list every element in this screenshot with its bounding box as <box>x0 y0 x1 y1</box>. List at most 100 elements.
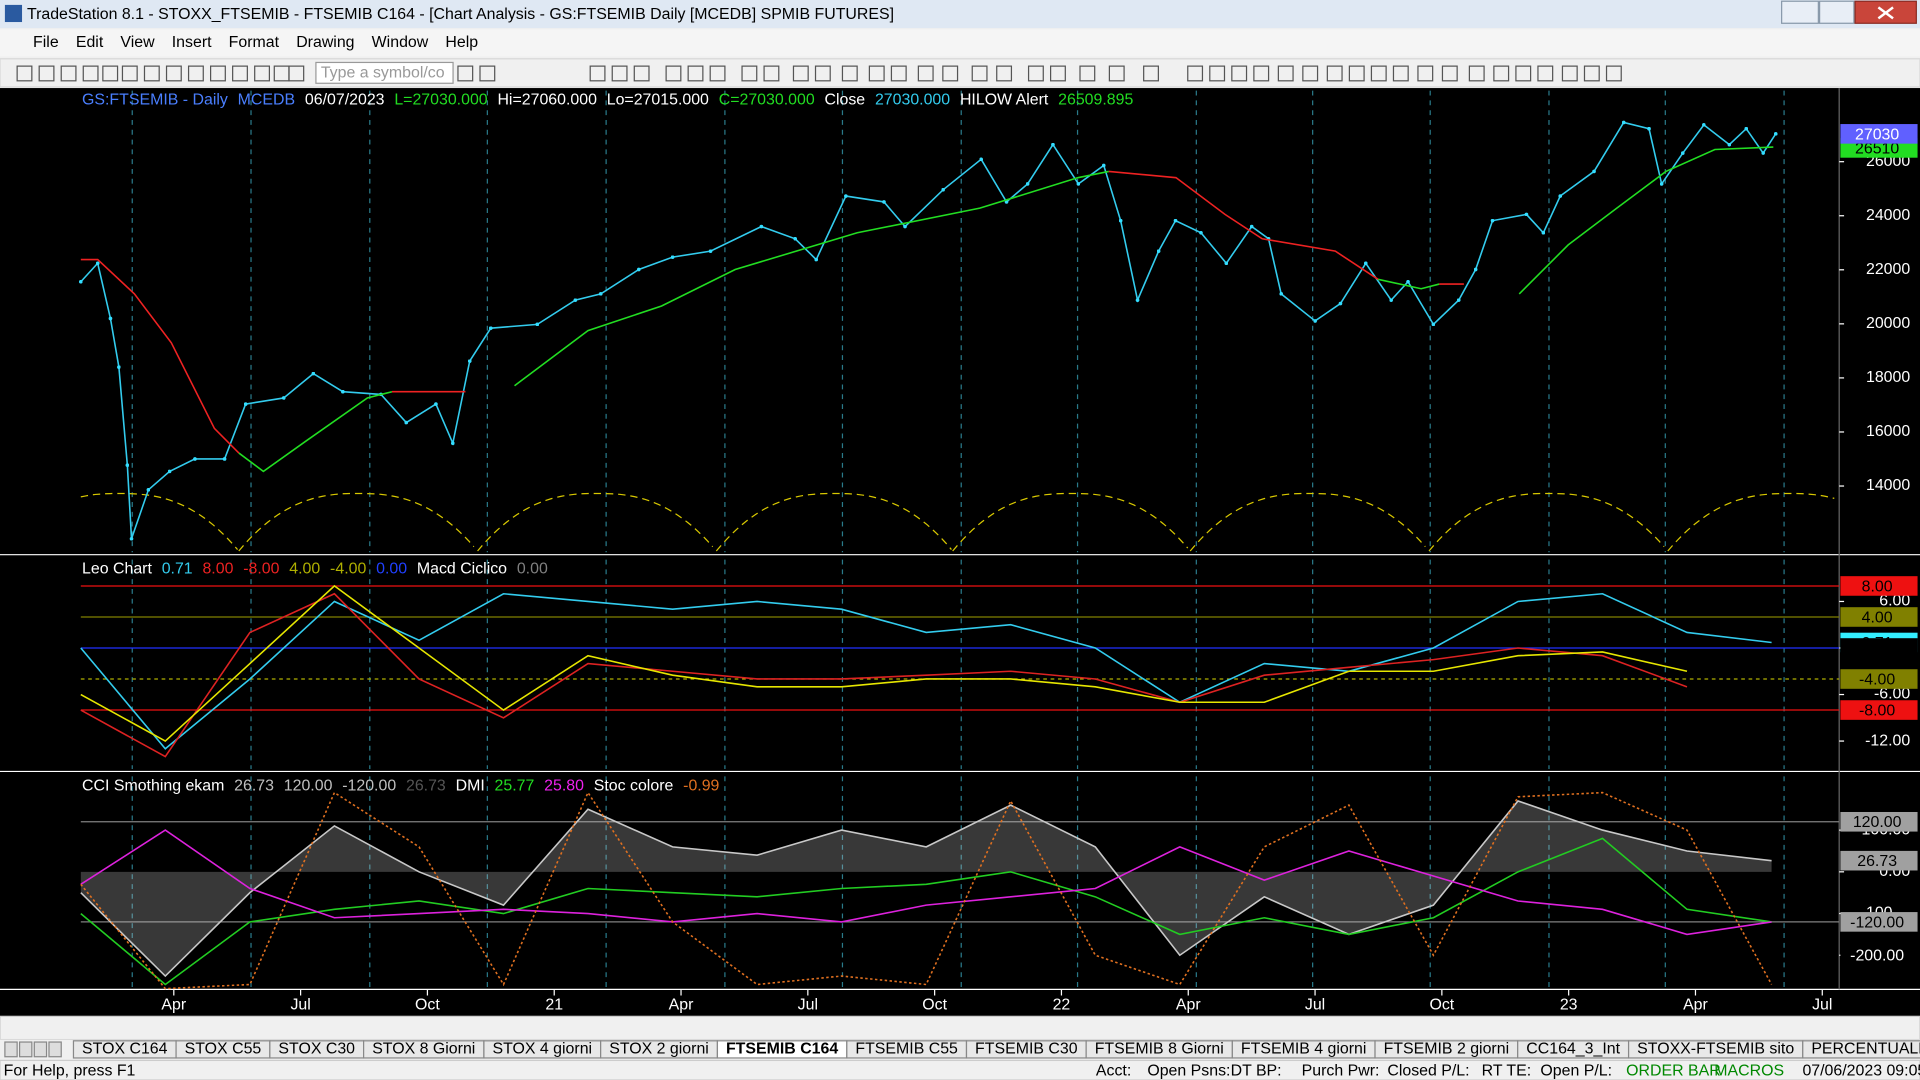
toolbar-icon[interactable] <box>1277 65 1294 82</box>
y-tick-label: -6.00 <box>1874 686 1910 703</box>
menu-item[interactable]: Insert <box>172 34 212 51</box>
toolbar-icon[interactable] <box>633 65 650 82</box>
toolbar-icon[interactable] <box>1515 65 1532 82</box>
menu-item[interactable]: View <box>120 34 155 51</box>
toolbar-icon[interactable] <box>971 65 988 82</box>
toolbar-icon[interactable] <box>143 65 160 82</box>
tab-label: FTSEMIB C164 <box>726 1041 838 1058</box>
toolbar-icon[interactable] <box>1050 65 1066 82</box>
toolbar-icon[interactable] <box>1326 65 1343 82</box>
tab-scroll[interactable] <box>48 1041 62 1058</box>
menu-item[interactable]: Edit <box>76 34 104 51</box>
toolbar-icon[interactable] <box>763 65 780 82</box>
panel-header: 0.00 <box>376 561 407 578</box>
toolbar-icon[interactable] <box>1253 65 1270 82</box>
value-marker <box>1840 912 1918 932</box>
menu-item[interactable]: Drawing <box>296 34 354 51</box>
value-marker <box>1840 607 1918 627</box>
status-field: ORDER BAR <box>1626 1063 1721 1080</box>
tab-scroll[interactable] <box>18 1041 33 1058</box>
toolbar-icon[interactable] <box>890 65 907 82</box>
toolbar-icon[interactable] <box>665 65 682 82</box>
tab[interactable] <box>1802 1040 1920 1059</box>
toolbar-icon[interactable] <box>1441 65 1458 82</box>
series-area <box>80 800 1772 977</box>
series-line <box>80 837 1772 986</box>
toolbar-icon[interactable] <box>741 65 758 82</box>
tab-label: FTSEMIB C30 <box>975 1041 1078 1058</box>
status-field: MACROS <box>1714 1063 1784 1080</box>
h-scrollbar[interactable] <box>0 1015 1920 1041</box>
tab-label: STOX 2 giorni <box>609 1041 709 1058</box>
toolbar-icon[interactable] <box>917 65 934 82</box>
toolbar-icon[interactable] <box>457 65 474 82</box>
toolbar-icon[interactable] <box>232 65 248 82</box>
series-line <box>80 170 1464 454</box>
menu-item[interactable]: Window <box>372 34 429 51</box>
toolbar-icon[interactable] <box>841 65 858 82</box>
toolbar-icon[interactable] <box>1348 65 1365 82</box>
toolbar-icon[interactable] <box>288 65 305 82</box>
toolbar-icon[interactable] <box>1493 65 1510 82</box>
status-help: For Help, press F1 <box>4 1063 136 1080</box>
toolbar-icon[interactable] <box>1231 65 1248 82</box>
panel-header: -4.00 <box>330 561 366 578</box>
status-bar <box>0 1059 1920 1080</box>
toolbar-icon[interactable] <box>254 65 270 82</box>
status-field: RT TE: <box>1482 1063 1532 1080</box>
toolbar-icon[interactable] <box>868 65 885 82</box>
menu-item[interactable]: File <box>33 34 59 51</box>
tab-scroll[interactable] <box>4 1041 18 1058</box>
value-marker-label: 27030 <box>1855 126 1899 143</box>
maximize-button[interactable] <box>1818 0 1855 24</box>
toolbar-icon[interactable] <box>1027 65 1044 82</box>
toolbar-icon[interactable] <box>16 65 33 82</box>
value-marker-label: 26.73 <box>1857 853 1897 870</box>
toolbar-icon[interactable] <box>996 65 1013 82</box>
toolbar-icon[interactable] <box>1302 65 1319 82</box>
toolbar-icon[interactable] <box>709 65 726 82</box>
toolbar-icon[interactable] <box>1605 65 1622 82</box>
toolbar-icon[interactable] <box>210 65 226 82</box>
toolbar-icon[interactable] <box>165 65 182 82</box>
toolbar-icon[interactable] <box>687 65 704 82</box>
toolbar-icon[interactable] <box>1209 65 1226 82</box>
panel-header: 06/07/2023 <box>305 92 385 109</box>
toolbar-icon[interactable] <box>1187 65 1204 82</box>
toolbar-icon[interactable] <box>82 65 99 82</box>
toolbar-icon[interactable] <box>1561 65 1578 82</box>
toolbar-icon[interactable] <box>1583 65 1600 82</box>
value-marker <box>1840 945 1918 966</box>
x-tick-label: Apr <box>1683 997 1708 1014</box>
panel-header: -0.99 <box>683 777 719 794</box>
toolbar-icon[interactable] <box>60 65 77 82</box>
toolbar-icon[interactable] <box>1392 65 1409 82</box>
panel-header: 25.77 <box>495 777 535 794</box>
symbol-placeholder: Type a symbol/co <box>321 65 445 82</box>
toolbar-icon[interactable] <box>814 65 831 82</box>
tab-label: STOX C30 <box>278 1041 355 1058</box>
toolbar-icon[interactable] <box>479 65 496 82</box>
toolbar-icon[interactable] <box>792 65 809 82</box>
tab-scroll[interactable] <box>33 1041 48 1058</box>
toolbar-icon[interactable] <box>121 65 138 82</box>
symbol-box[interactable] <box>315 61 454 84</box>
menu-item[interactable]: Help <box>445 34 478 51</box>
toolbar-icon[interactable] <box>38 65 55 82</box>
menu-item[interactable]: Format <box>229 34 280 51</box>
toolbar-icon[interactable] <box>102 65 119 82</box>
toolbar-icon[interactable] <box>611 65 628 82</box>
minimize-button[interactable] <box>1781 0 1819 24</box>
toolbar-icon[interactable] <box>1468 65 1485 82</box>
toolbar-icon[interactable] <box>589 65 606 82</box>
toolbar-icon[interactable] <box>1417 65 1434 82</box>
toolbar-icon[interactable] <box>1143 65 1159 82</box>
toolbar-icon[interactable] <box>942 65 959 82</box>
toolbar-icon[interactable] <box>1079 65 1096 82</box>
toolbar-icon[interactable] <box>1108 65 1125 82</box>
panel-header: 0.71 <box>162 561 193 578</box>
toolbar-icon[interactable] <box>1537 65 1554 82</box>
toolbar-icon[interactable] <box>187 65 204 82</box>
toolbar-icon[interactable] <box>1370 65 1387 82</box>
